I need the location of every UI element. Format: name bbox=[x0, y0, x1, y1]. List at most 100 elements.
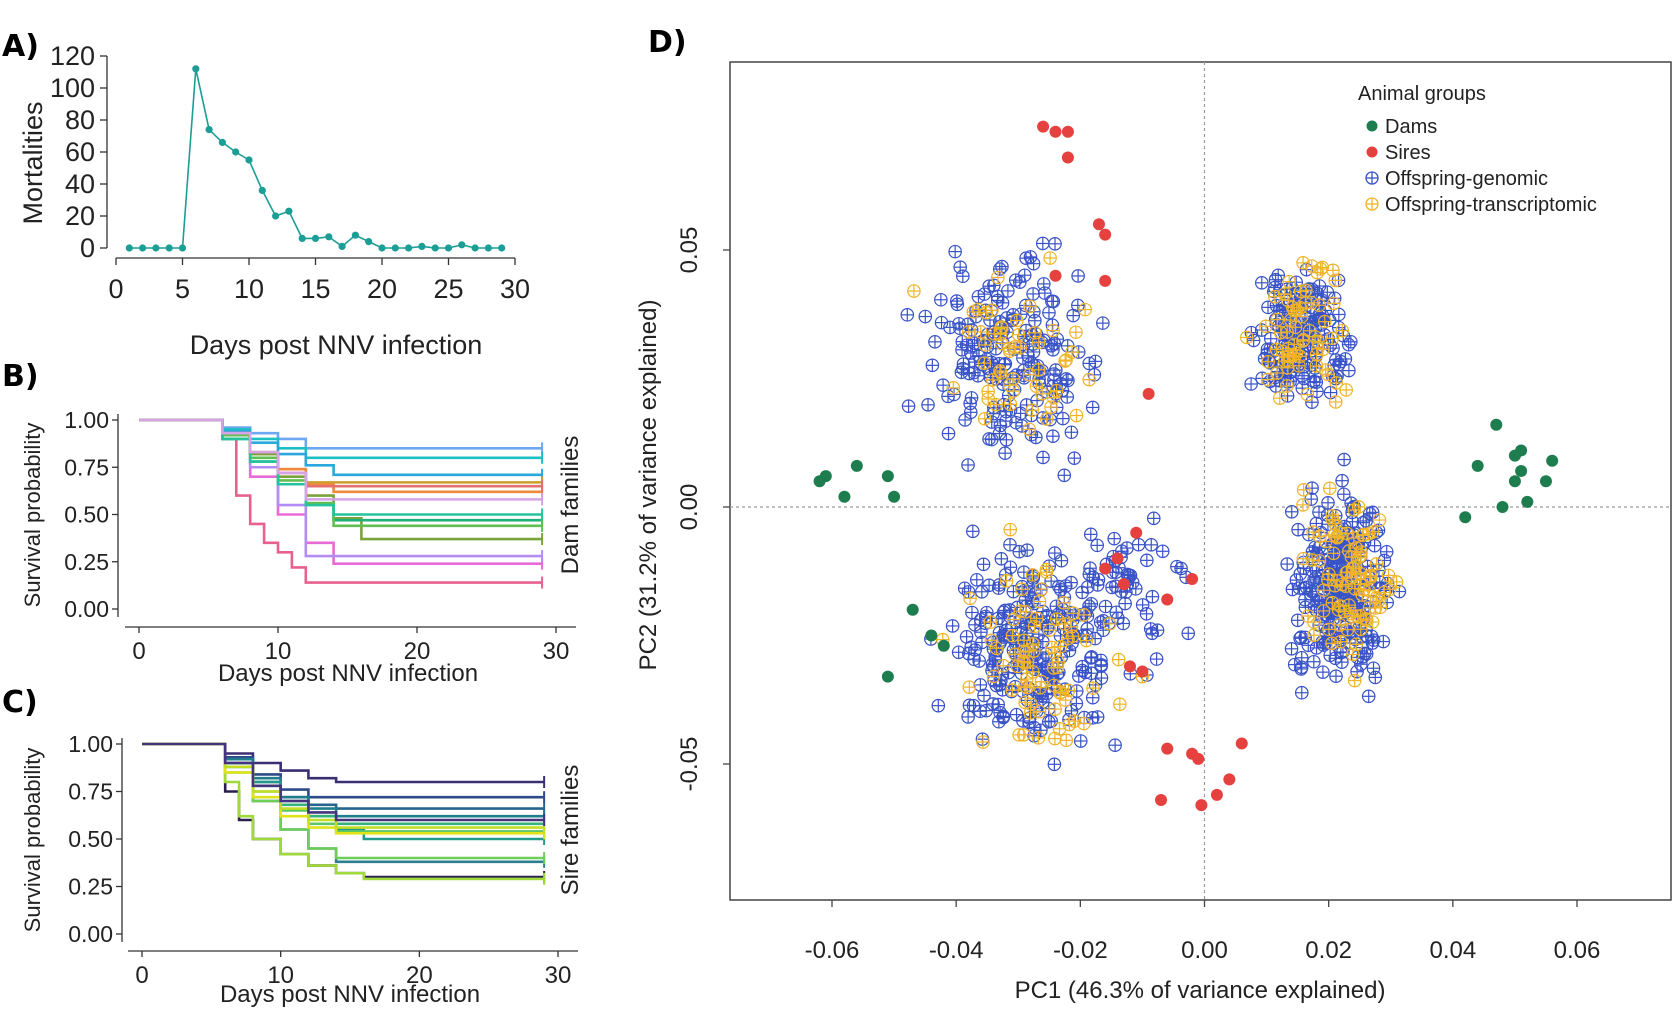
sires-point bbox=[1161, 593, 1174, 606]
offspring-genomic-point bbox=[1118, 596, 1132, 611]
offspring-genomic-point bbox=[1301, 638, 1316, 653]
offspring-transcriptomic-point bbox=[1310, 265, 1325, 280]
panel-a-x-tick-label: 15 bbox=[300, 274, 330, 304]
offspring-genomic-point bbox=[1026, 256, 1041, 271]
offspring-genomic-point bbox=[1144, 538, 1159, 552]
panel-c-y-tick-label: 1.00 bbox=[68, 731, 113, 757]
offspring-genomic-point bbox=[991, 611, 1006, 626]
offspring-genomic-point bbox=[1046, 429, 1060, 443]
offspring-genomic-point bbox=[1329, 555, 1344, 570]
dams-point bbox=[1459, 511, 1472, 524]
offspring-genomic-point bbox=[1107, 531, 1122, 546]
offspring-genomic-point bbox=[1294, 660, 1309, 675]
offspring-transcriptomic-point bbox=[1351, 500, 1366, 514]
offspring-genomic-point bbox=[993, 705, 1007, 720]
offspring-transcriptomic-point bbox=[1369, 557, 1384, 571]
offspring-genomic-point bbox=[1379, 544, 1394, 559]
sires-point bbox=[1130, 526, 1143, 539]
sires-point bbox=[1161, 742, 1174, 755]
offspring-transcriptomic-point bbox=[985, 303, 999, 318]
offspring-transcriptomic-point bbox=[1065, 345, 1079, 360]
panel-a-point bbox=[218, 138, 226, 146]
panel-b-survival-curve bbox=[139, 418, 543, 501]
sires-point bbox=[1061, 151, 1074, 164]
offspring-genomic-point bbox=[1329, 669, 1343, 684]
offspring-genomic-point bbox=[966, 524, 980, 539]
offspring-genomic-point bbox=[1146, 511, 1161, 526]
offspring-genomic-point bbox=[1064, 425, 1079, 440]
panel-a-point bbox=[325, 233, 333, 241]
offspring-genomic-point bbox=[1091, 572, 1106, 587]
legend-item-dams: Dams bbox=[1366, 116, 1437, 138]
offspring-transcriptomic-point bbox=[1372, 513, 1387, 527]
panel-c-x-tick-label: 0 bbox=[135, 962, 148, 989]
offspring-transcriptomic-point bbox=[1016, 728, 1031, 742]
offspring-transcriptomic-point bbox=[1305, 553, 1319, 567]
offspring-genomic-point bbox=[1356, 515, 1371, 530]
offspring-genomic-point bbox=[961, 710, 975, 724]
dams-point bbox=[819, 470, 832, 483]
offspring-transcriptomic-point bbox=[1317, 314, 1332, 329]
offspring-transcriptomic-point bbox=[994, 320, 1009, 334]
offspring-genomic-point bbox=[1268, 272, 1283, 287]
offspring-transcriptomic-point bbox=[946, 381, 961, 395]
panel-c-survival-curve bbox=[142, 742, 545, 881]
offspring-transcriptomic-point bbox=[1362, 568, 1377, 583]
offspring-transcriptomic-point bbox=[1280, 325, 1295, 339]
offspring-genomic-point bbox=[1376, 634, 1391, 649]
offspring-transcriptomic-point bbox=[1361, 527, 1376, 541]
dams-point bbox=[1490, 418, 1503, 431]
offspring-genomic-point bbox=[1135, 598, 1150, 612]
dams-point bbox=[1515, 444, 1528, 457]
panel-c-y-tick-label: 0.50 bbox=[68, 826, 113, 852]
offspring-transcriptomic-point bbox=[1052, 722, 1067, 736]
offspring-genomic-point bbox=[959, 629, 974, 644]
offspring-transcriptomic-point bbox=[1322, 481, 1337, 496]
offspring-transcriptomic-point bbox=[1011, 327, 1026, 342]
panel-d-y-tick-label: 0.05 bbox=[676, 227, 703, 274]
panel-c-axes: 0 10 20 30 0.00 0.25 0.50 0.75 1.00 bbox=[68, 731, 578, 989]
panel-a-point bbox=[471, 244, 479, 252]
offspring-transcriptomic-point bbox=[1069, 408, 1084, 423]
offspring-transcriptomic-point bbox=[1053, 686, 1067, 700]
panel-b-y-tick-label: 0.50 bbox=[64, 502, 109, 528]
sires-point bbox=[1092, 218, 1105, 231]
offspring-genomic-point bbox=[1145, 626, 1159, 641]
offspring-transcriptomic-point bbox=[991, 270, 1005, 285]
offspring-transcriptomic-point bbox=[1302, 323, 1317, 338]
panel-a-x-tick-label: 25 bbox=[433, 274, 463, 304]
panel-a-x-tick-label: 20 bbox=[367, 274, 397, 304]
offspring-transcriptomic-point bbox=[1025, 664, 1040, 679]
offspring-genomic-point bbox=[1036, 277, 1051, 291]
panel-a-x-tick-label: 5 bbox=[175, 274, 190, 304]
offspring-transcriptomic-point bbox=[1005, 628, 1020, 643]
offspring-genomic-point bbox=[1082, 599, 1096, 614]
offspring-genomic-point bbox=[1096, 316, 1110, 330]
offspring-transcriptomic-point bbox=[1022, 367, 1037, 382]
offspring-transcriptomic-point bbox=[1025, 568, 1040, 582]
offspring-genomic-point bbox=[1362, 506, 1377, 521]
panel-a-point bbox=[152, 244, 160, 252]
offspring-transcriptomic-point bbox=[1042, 623, 1057, 637]
offspring-transcriptomic-point bbox=[1335, 577, 1349, 592]
panel-a-x-tick-label: 30 bbox=[500, 274, 530, 304]
offspring-genomic-point bbox=[952, 316, 966, 331]
offspring-transcriptomic-point bbox=[1357, 582, 1371, 597]
dams-point bbox=[881, 670, 894, 683]
offspring-genomic-point bbox=[1293, 567, 1308, 581]
offspring-transcriptomic-point bbox=[1281, 293, 1295, 308]
offspring-genomic-point bbox=[1149, 652, 1164, 666]
offspring-genomic-point bbox=[1170, 559, 1184, 574]
legend-marker-sires bbox=[1366, 146, 1378, 158]
offspring-genomic-point bbox=[1061, 373, 1075, 388]
offspring-genomic-point bbox=[1082, 567, 1097, 582]
offspring-transcriptomic-point bbox=[1031, 335, 1046, 350]
offspring-transcriptomic-point bbox=[1347, 673, 1362, 688]
offspring-transcriptomic-point bbox=[1059, 733, 1074, 748]
offspring-transcriptomic-point bbox=[1047, 678, 1061, 693]
offspring-genomic-point bbox=[1297, 581, 1311, 596]
panel-d-frame bbox=[729, 61, 1672, 901]
dams-point bbox=[925, 629, 938, 642]
offspring-transcriptomic-point bbox=[1046, 323, 1060, 338]
